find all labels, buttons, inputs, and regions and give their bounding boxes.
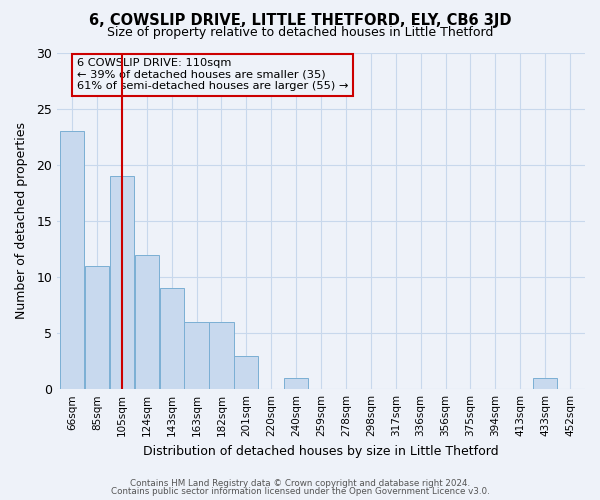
X-axis label: Distribution of detached houses by size in Little Thetford: Distribution of detached houses by size … (143, 444, 499, 458)
Bar (60, 131, 84, 389)
Bar (160, 288, 184, 389)
Bar (110, 176, 134, 389)
Text: Size of property relative to detached houses in Little Thetford: Size of property relative to detached ho… (107, 26, 493, 39)
Bar (85, 266, 109, 389)
Bar (234, 356, 259, 389)
Bar (134, 254, 159, 389)
Text: Contains public sector information licensed under the Open Government Licence v3: Contains public sector information licen… (110, 487, 490, 496)
Bar (284, 378, 308, 389)
Bar (209, 322, 233, 389)
Text: Contains HM Land Registry data © Crown copyright and database right 2024.: Contains HM Land Registry data © Crown c… (130, 478, 470, 488)
Text: 6 COWSLIP DRIVE: 110sqm
← 39% of detached houses are smaller (35)
61% of semi-de: 6 COWSLIP DRIVE: 110sqm ← 39% of detache… (77, 58, 349, 92)
Y-axis label: Number of detached properties: Number of detached properties (15, 122, 28, 320)
Bar (533, 378, 557, 389)
Bar (184, 322, 209, 389)
Text: 6, COWSLIP DRIVE, LITTLE THETFORD, ELY, CB6 3JD: 6, COWSLIP DRIVE, LITTLE THETFORD, ELY, … (89, 12, 511, 28)
